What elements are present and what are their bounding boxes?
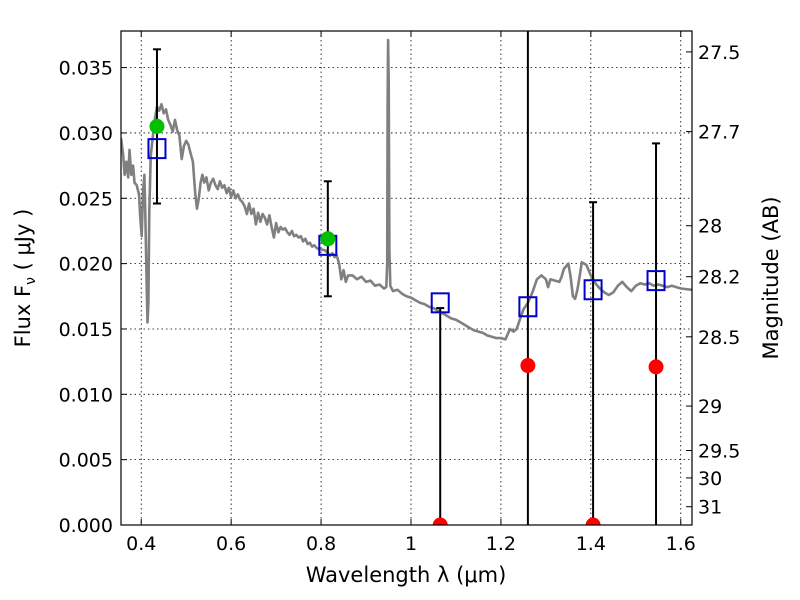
model-photometry-square [430, 292, 450, 314]
x-axis-title: Wavelength λ (μm) [306, 563, 507, 587]
x-tick-label: 1 [405, 533, 417, 555]
model-photometry-square [583, 279, 603, 301]
y2-tick-label: 30 [698, 468, 722, 490]
model-photometry-square [646, 270, 666, 292]
y2-tick-label: 28 [698, 216, 722, 238]
y-tick-label: 0.005 [59, 450, 113, 472]
y-axis-title-main: Flux F [11, 285, 35, 347]
y2-tick-label: 31 [698, 497, 722, 519]
model-photometry-square [147, 138, 167, 160]
y-tick-label: 0.000 [59, 515, 113, 537]
grid-lines [121, 31, 692, 525]
y-tick-label: 0.035 [59, 58, 113, 80]
y-axis-title-subscript: ν [23, 277, 39, 285]
x-tick-label: 0.8 [306, 533, 336, 555]
x-tick-label: 0.4 [126, 533, 156, 555]
tick-labels: 0.4 0.6 0.8 1 1.2 1.4 1.6 0.000 0.005 0.010 0.015 0… [59, 42, 741, 555]
y2-axis-title: Magnitude (AB) [759, 196, 783, 359]
x-tick-label: 1.4 [576, 533, 606, 555]
model-photometry-square [518, 296, 538, 318]
y2-tick-label: 29 [698, 396, 722, 418]
axis-ticks [121, 31, 692, 526]
upper-limit-point [585, 517, 601, 525]
y-tick-label: 0.020 [59, 254, 113, 276]
detection-point [320, 231, 336, 247]
upper-limit-point [648, 359, 664, 375]
x-tick-label: 1.2 [486, 533, 516, 555]
y-tick-label: 0.030 [59, 123, 113, 145]
y-axis-title: Flux Fν ( μJy ) [11, 209, 39, 348]
y-tick-label: 0.025 [59, 188, 113, 210]
x-tick-label: 1.6 [666, 533, 696, 555]
y2-tick-label: 27.5 [698, 42, 740, 64]
plot-frame [120, 30, 693, 526]
upper-limit-point [520, 358, 536, 374]
detection-point [149, 118, 165, 134]
x-tick-label: 0.6 [216, 533, 246, 555]
plot-data [121, 31, 692, 525]
y2-tick-label: 28.2 [698, 267, 740, 289]
y-tick-label: 0.010 [59, 384, 113, 406]
y-axis-title-unit: ( μJy ) [11, 209, 35, 277]
y2-tick-label: 29.5 [698, 441, 740, 463]
y-tick-label: 0.015 [59, 319, 113, 341]
plot-area [121, 31, 692, 525]
y2-tick-label: 28.5 [698, 327, 740, 349]
spectrum-line [121, 38, 692, 341]
upper-limit-point [432, 517, 448, 525]
y2-tick-label: 27.7 [698, 122, 740, 144]
